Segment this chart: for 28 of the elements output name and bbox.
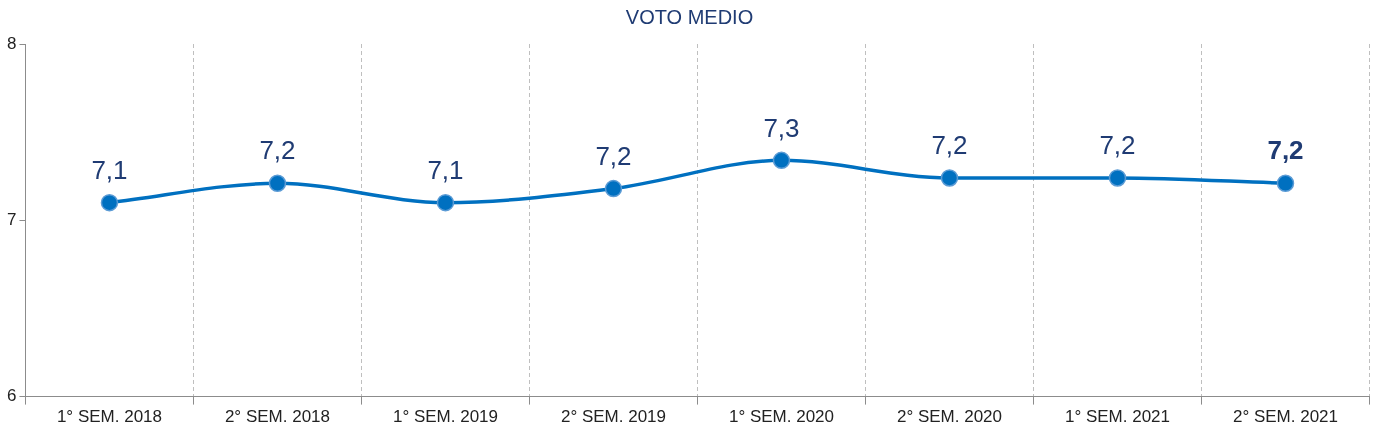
data-label: 7,1 — [427, 154, 464, 185]
point — [436, 193, 455, 212]
point — [268, 174, 287, 193]
point — [1108, 169, 1127, 187]
chart-title: VOTO MEDIO — [625, 5, 754, 28]
data-label: 7,1 — [91, 154, 128, 185]
data-label: 7,2 — [259, 135, 296, 166]
point — [772, 151, 791, 170]
point — [100, 193, 119, 212]
data-label: 7,2 — [595, 140, 632, 171]
y-tick-label: 8 — [6, 33, 17, 53]
x-tick-label: 1° SEM. 2021 — [1064, 407, 1171, 427]
point — [1276, 174, 1295, 193]
x-tick-label: 1° SEM. 2018 — [56, 407, 162, 427]
x-tick-label: 2° SEM. 2021 — [1232, 407, 1339, 427]
data-label: 7,2 — [1099, 130, 1136, 161]
y-tick-label: 7 — [6, 209, 17, 229]
data-label: 7,2 — [1267, 135, 1304, 166]
x-tick-label: 2° SEM. 2019 — [560, 407, 667, 427]
y-tick-label: 6 — [6, 386, 17, 406]
point — [604, 179, 623, 198]
data-label: 7,2 — [931, 130, 968, 161]
x-tick-label: 2° SEM. 2018 — [224, 407, 331, 427]
x-tick-label: 2° SEM. 2020 — [896, 407, 1003, 427]
x-tick-label: 1° SEM. 2019 — [392, 407, 499, 427]
data-label: 7,3 — [763, 112, 800, 143]
x-tick-label: 1° SEM. 2020 — [728, 407, 835, 427]
point — [940, 169, 959, 187]
